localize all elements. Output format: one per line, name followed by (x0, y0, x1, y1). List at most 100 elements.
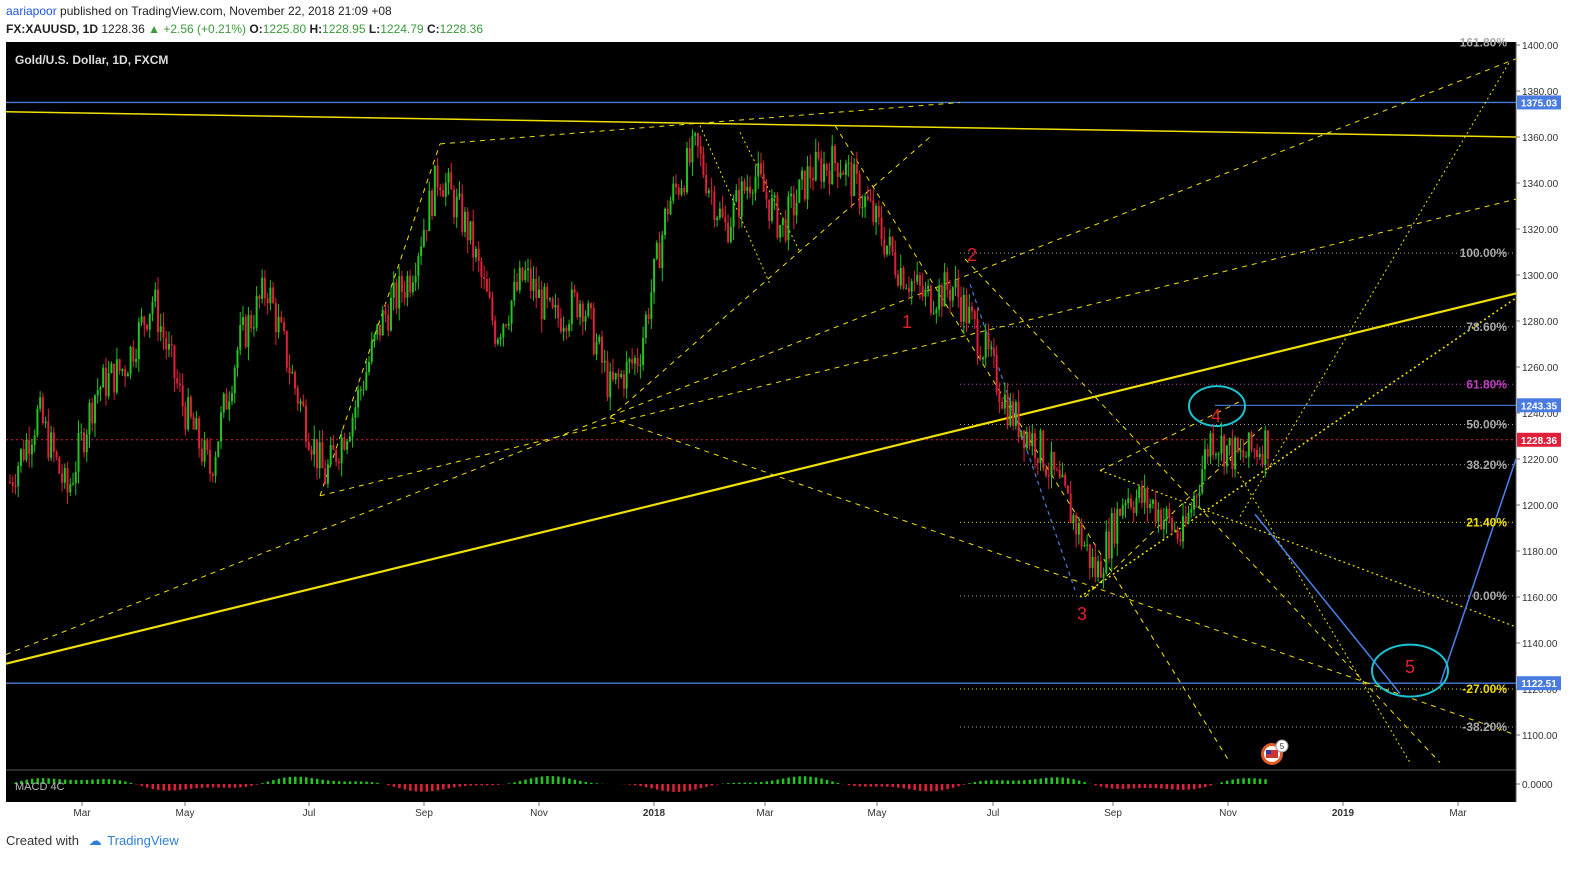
candle-body (1020, 430, 1023, 437)
candle-body (387, 315, 390, 331)
candle-body (1119, 508, 1121, 516)
candle-body (636, 357, 639, 366)
macd-bar (1034, 779, 1037, 784)
y-tick-label: 1240.00 (1522, 409, 1559, 420)
candle-body (181, 385, 184, 407)
y-tick-label: 1320.00 (1522, 225, 1559, 236)
candle-body (102, 367, 105, 388)
candle-body (773, 195, 776, 198)
candle-body (820, 158, 823, 182)
candle-body (614, 373, 617, 380)
candle-body (159, 326, 162, 332)
candle-body (343, 437, 346, 450)
candle-body (823, 164, 825, 182)
candle-body (1138, 486, 1141, 498)
fib-label: 38.20% (1466, 458, 1507, 472)
candle-body (855, 164, 858, 174)
wave4-circle (1188, 385, 1246, 428)
fib-label: 0.00% (1473, 589, 1507, 603)
candle-body (798, 179, 801, 203)
candle-body (918, 275, 921, 286)
candle-body (740, 181, 743, 217)
candle-body (173, 345, 176, 379)
macd-bar (431, 784, 434, 792)
candle-body (472, 221, 475, 258)
candle-body (231, 393, 233, 402)
macd-bar (732, 782, 736, 784)
candle-body (938, 285, 941, 310)
candle-body (1201, 469, 1204, 493)
macd-bar (809, 776, 812, 784)
macd-bar (825, 779, 829, 784)
candle-body (422, 230, 425, 247)
candle-body (14, 485, 17, 487)
macd-bar (803, 776, 807, 784)
candle-body (965, 294, 968, 324)
candle-body (535, 278, 538, 298)
candle-body (1053, 451, 1056, 470)
candle-body (1264, 430, 1267, 465)
fib-label: 161.80% (1460, 36, 1508, 50)
candle-body (1231, 438, 1234, 470)
tradingview-link[interactable]: TradingView (107, 833, 179, 848)
macd-bar (277, 778, 281, 784)
candle-body (921, 285, 924, 297)
candle-body (420, 246, 423, 257)
candle-body (510, 300, 513, 324)
macd-bar (644, 784, 648, 788)
candle-body (864, 196, 867, 208)
candle-body (1267, 430, 1269, 459)
candle-body (225, 393, 228, 410)
candle-body (795, 202, 798, 216)
candle-body (806, 166, 809, 200)
macd-bar (1209, 784, 1212, 786)
candle-body (370, 341, 373, 362)
macd-bar (639, 784, 642, 787)
macd-bar (217, 784, 220, 788)
macd-bar (442, 784, 445, 790)
candle-body (716, 217, 719, 221)
author-link[interactable]: aariapoor (6, 4, 57, 18)
candle-body (869, 199, 872, 201)
candle-body (203, 440, 206, 462)
candle-body (455, 196, 458, 218)
candle-body (346, 441, 349, 450)
candle-body (151, 301, 154, 314)
macd-bar (770, 780, 774, 784)
candle-body (1165, 508, 1168, 521)
price-axis[interactable] (1516, 42, 1562, 802)
candle-body (1055, 469, 1058, 471)
x-tick-label: Mar (756, 808, 774, 819)
candle-body (1116, 508, 1119, 544)
candle-body (962, 294, 965, 322)
macd-bar (688, 784, 692, 791)
macd-bar (91, 779, 94, 784)
last-price: 1228.36 (101, 22, 145, 36)
candle-body (250, 315, 253, 329)
macd-bar (973, 782, 977, 784)
macd-bar (387, 784, 390, 786)
candle-body (710, 190, 713, 192)
candle-body (1157, 509, 1160, 522)
candle-body (176, 378, 179, 384)
candle-body (1127, 498, 1130, 504)
macd-bar (1045, 777, 1048, 784)
candle-body (568, 323, 571, 332)
candle-body (55, 451, 58, 458)
candle-body (25, 439, 28, 460)
wave5-arrow-up (1439, 458, 1517, 685)
macd-bar (935, 784, 938, 792)
candle-body (236, 349, 239, 369)
candle-body (283, 322, 286, 332)
macd-bar (63, 779, 67, 784)
us-flag-icon[interactable]: 5 (1261, 739, 1289, 765)
candle-body (1025, 431, 1028, 449)
macd-bar (485, 784, 489, 786)
macd-bar (365, 781, 368, 784)
candle-body (135, 359, 138, 362)
macd-bar (1028, 779, 1032, 784)
candle-body (1061, 474, 1064, 478)
candle-body (1094, 556, 1097, 578)
candle-body (406, 275, 409, 298)
